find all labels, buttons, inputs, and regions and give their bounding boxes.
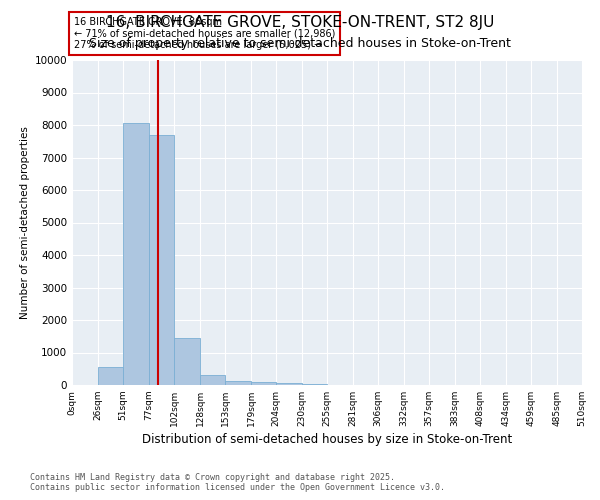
Bar (149, 134, 174, 385)
Text: 16 BIRCHGATE GROVE: 86sqm
← 71% of semi-detached houses are smaller (12,986)
27%: 16 BIRCHGATE GROVE: 86sqm ← 71% of semi-… (74, 17, 335, 50)
Bar (225, 381, 251, 385)
Bar (251, 382, 276, 385)
Text: 16, BIRCHGATE GROVE, STOKE-ON-TRENT, ST2 8JU: 16, BIRCHGATE GROVE, STOKE-ON-TRENT, ST2… (106, 15, 494, 30)
Bar (174, 338, 200, 385)
Bar (200, 375, 225, 385)
X-axis label: Distribution of semi-detached houses by size in Stoke-on-Trent: Distribution of semi-detached houses by … (142, 433, 512, 446)
Bar (98, 367, 123, 385)
Y-axis label: Number of semi-detached properties: Number of semi-detached properties (20, 126, 31, 319)
Bar (302, 384, 327, 385)
Bar (276, 384, 302, 385)
Text: Size of property relative to semi-detached houses in Stoke-on-Trent: Size of property relative to semi-detach… (89, 38, 511, 51)
Text: Contains HM Land Registry data © Crown copyright and database right 2025.
Contai: Contains HM Land Registry data © Crown c… (30, 473, 445, 492)
Bar (123, 124, 149, 385)
